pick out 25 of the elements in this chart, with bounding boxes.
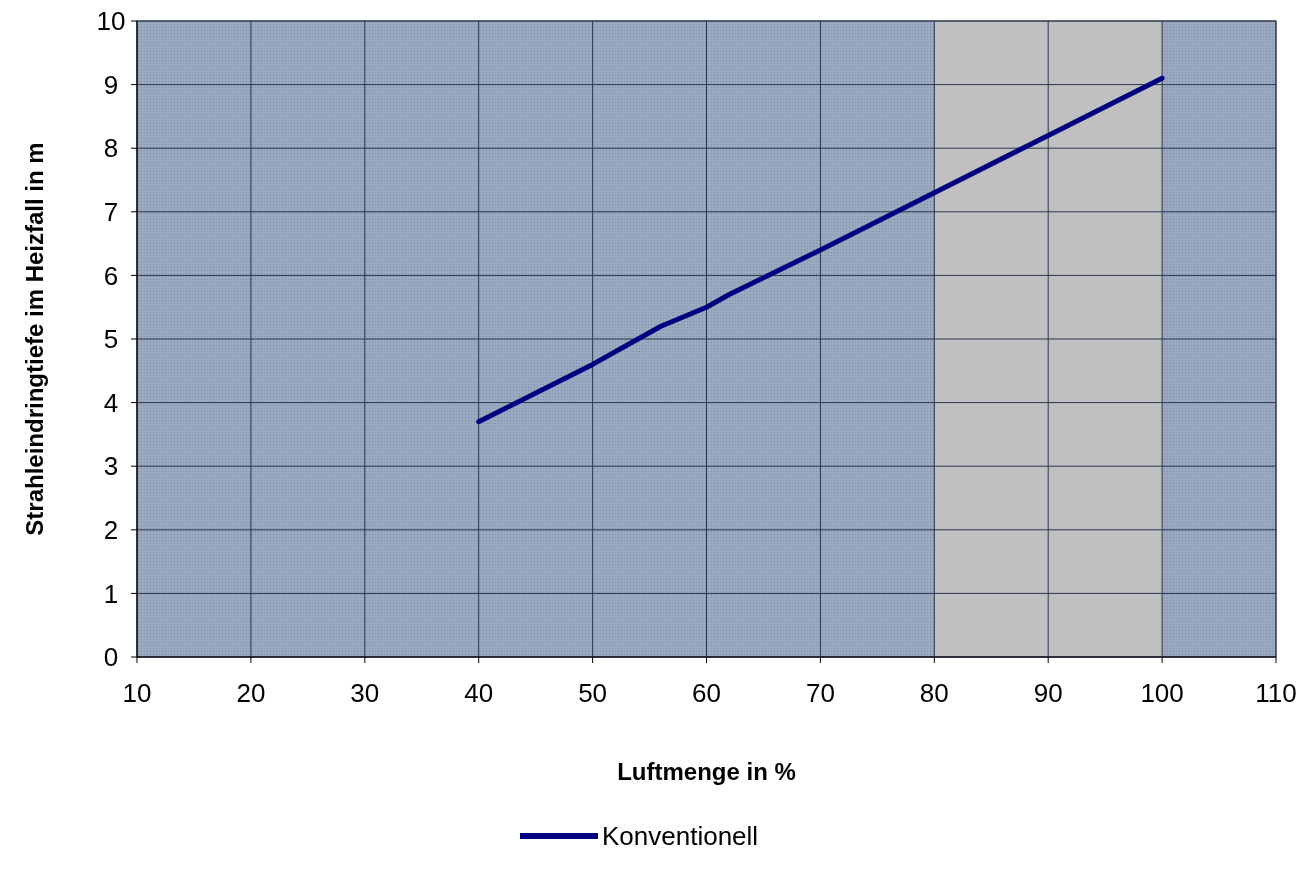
y-tick-label: 6	[103, 260, 119, 291]
y-tick-label: 2	[103, 514, 119, 545]
x-tick-label: 40	[464, 678, 494, 708]
y-tick-label: 5	[103, 324, 119, 355]
x-tick-label: 110	[1255, 678, 1297, 708]
y-tick-label: 0	[103, 642, 119, 673]
x-tick-label: 80	[919, 678, 949, 708]
y-tick-label: 3	[103, 451, 119, 482]
y-tick-label: 9	[103, 69, 119, 100]
x-tick-label: 10	[122, 678, 152, 708]
x-tick-label: 70	[805, 678, 835, 708]
legend-label: Konventionell	[602, 821, 759, 852]
x-tick-label: 90	[1033, 678, 1063, 708]
x-tick-label: 50	[578, 678, 608, 708]
y-tick-label: 4	[103, 387, 119, 418]
x-tick-label: 20	[236, 678, 266, 708]
y-tick-label: 8	[103, 133, 119, 164]
y-tick-label: 7	[103, 196, 119, 227]
y-axis-title: Strahleindringtiefe im Heizfall in m	[21, 142, 48, 536]
x-tick-label: 60	[692, 678, 721, 708]
x-tick-label: 30	[350, 678, 380, 708]
x-axis-title: Luftmenge in %	[617, 758, 796, 785]
x-tick-label: 100	[1140, 678, 1184, 708]
y-tick-label: 1	[103, 578, 119, 609]
y-tick-label: 10	[96, 6, 126, 37]
